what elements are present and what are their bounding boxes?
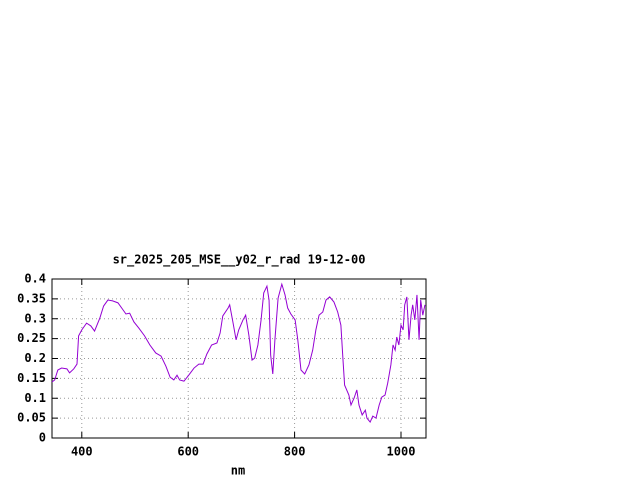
y-tick-label: 0.35 (17, 291, 46, 305)
y-tick-label: 0.3 (24, 311, 46, 325)
x-tick-label: 800 (284, 445, 306, 459)
x-tick-label: 600 (177, 445, 199, 459)
x-axis-label: nm (231, 464, 245, 478)
y-tick-label: 0.15 (17, 371, 46, 385)
chart-title: sr_2025_205_MSE__y02_r_rad 19-12-00 (113, 253, 366, 268)
y-tick-label: 0.1 (24, 391, 46, 405)
x-tick-label: 1000 (387, 445, 416, 459)
y-tick-label: 0.05 (17, 411, 46, 425)
y-tick-label: 0.2 (24, 351, 46, 365)
data-line (51, 282, 426, 424)
x-tick-label: 400 (71, 445, 93, 459)
plot-frame (51, 278, 427, 439)
y-tick-label: 0.4 (24, 272, 46, 286)
y-tick-label: 0.25 (17, 331, 46, 345)
y-tick-label: 0 (39, 431, 46, 445)
